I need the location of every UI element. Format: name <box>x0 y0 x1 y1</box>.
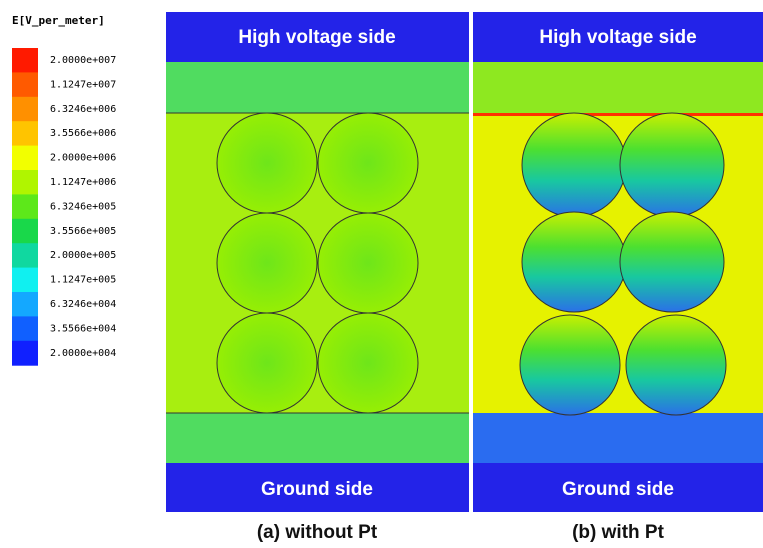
legend-swatch <box>12 267 38 293</box>
legend-swatch <box>12 194 38 220</box>
legend-title: E[V_per_meter] <box>12 14 105 27</box>
hot-edge <box>473 113 763 116</box>
top-label: High voltage side <box>539 27 696 48</box>
bottom-label: Ground side <box>261 479 373 500</box>
legend-label: 1.1247e+005 <box>50 275 116 286</box>
legend-label: 3.5566e+004 <box>50 323 116 334</box>
electrode-bottom <box>473 463 763 512</box>
particles <box>216 112 419 414</box>
legend: 2.0000e+007 1.1247e+007 6.3246e+006 3.5566e… <box>12 48 116 366</box>
legend-label: 2.0000e+004 <box>50 348 116 359</box>
legend-label: 2.0000e+006 <box>50 153 116 164</box>
legend-swatch <box>12 292 38 317</box>
region-top <box>473 62 763 113</box>
top-label: High voltage side <box>238 27 395 48</box>
electrode-top <box>166 12 469 62</box>
particles <box>519 112 727 416</box>
legend-label: 3.5566e+006 <box>50 128 116 139</box>
legend-swatch <box>12 72 38 98</box>
bottom-label: Ground side <box>562 479 674 500</box>
legend-label: 6.3246e+005 <box>50 201 116 212</box>
legend-swatch <box>12 96 38 122</box>
caption: (a) without Pt <box>257 522 378 543</box>
legend-swatch <box>12 48 38 73</box>
legend-swatch <box>12 145 38 171</box>
region-bottom <box>166 413 469 463</box>
legend-label: 3.5566e+005 <box>50 226 116 237</box>
legend-label: 1.1247e+006 <box>50 177 116 188</box>
legend-label: 6.3246e+006 <box>50 104 116 115</box>
legend-label: 2.0000e+005 <box>50 250 116 261</box>
legend-swatch <box>12 340 38 366</box>
panel-b: High voltage side Ground side (b) with P… <box>473 12 763 543</box>
region-top <box>166 62 469 113</box>
legend-label: 1.1247e+007 <box>50 79 116 90</box>
legend-swatch <box>12 121 38 147</box>
panel-a: High voltage side Ground side (a) withou… <box>166 12 469 543</box>
electrode-bottom <box>166 463 469 512</box>
legend-swatch <box>12 170 38 195</box>
caption: (b) with Pt <box>572 522 664 543</box>
legend-label: 6.3246e+004 <box>50 299 116 310</box>
electrode-top <box>473 12 763 62</box>
legend-label: 2.0000e+007 <box>50 55 116 66</box>
legend-swatch <box>12 218 38 244</box>
region-bottom <box>473 413 763 463</box>
legend-swatch <box>12 243 38 269</box>
legend-swatch <box>12 316 38 342</box>
